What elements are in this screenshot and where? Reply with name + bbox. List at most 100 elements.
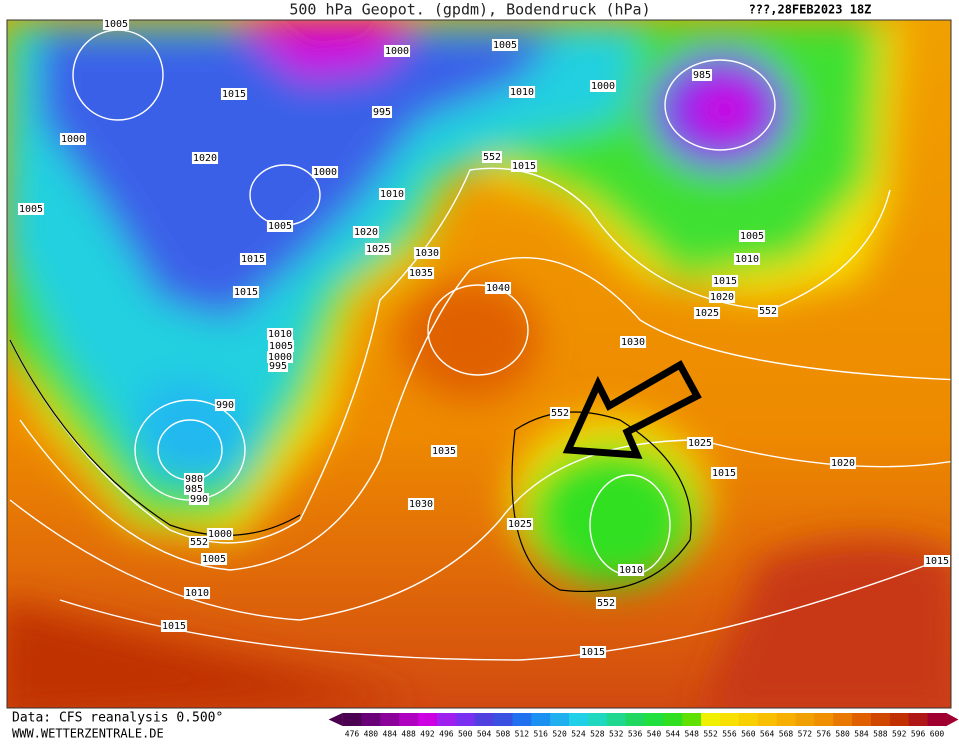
colorbar-label: 488 (401, 730, 416, 739)
contour-552 (511, 411, 692, 593)
colorbar-swatch (361, 713, 381, 726)
contour-labels: 1005101510001020100510151015100510009951… (17, 18, 951, 658)
contour-label: 1020 (710, 292, 734, 303)
contour-label-bg (267, 340, 295, 352)
contour-label-bg (579, 646, 607, 658)
contour-label: 1000 (591, 81, 615, 92)
contour-label: 1010 (619, 565, 643, 576)
contour-label: 1015 (512, 161, 536, 172)
contour-label-bg (430, 445, 458, 457)
colorbar-label: 528 (590, 730, 605, 739)
colorbar-label: 484 (383, 730, 398, 739)
contour-label-bg (102, 18, 130, 30)
contour-label: 1000 (268, 352, 292, 363)
colorbar-swatch (531, 713, 551, 726)
contour-label-bg (311, 166, 339, 178)
contour-label-bg (383, 45, 411, 57)
colorbar-swatch (738, 713, 759, 726)
contour-label-bg (691, 69, 713, 81)
colorbar-swatch (682, 713, 702, 726)
site: WWW.WETTERZENTRALE.DE (12, 727, 164, 741)
contour-label-bg (711, 275, 739, 287)
colorbar-label: 504 (477, 730, 492, 739)
contour-label-bg (589, 80, 617, 92)
colorbar-swatch (927, 713, 947, 726)
contour-label-bg (371, 106, 393, 118)
colorbar-label: 560 (741, 730, 756, 739)
contour-label-bg (378, 188, 406, 200)
colorbar-label: 544 (666, 730, 681, 739)
contour-label-bg (506, 518, 534, 530)
colorbar-swatch (342, 713, 362, 726)
colorbar-swatch (455, 713, 476, 726)
colorbar-swatch (380, 713, 400, 726)
contour-label: 1005 (493, 40, 517, 51)
contour-label-bg (267, 360, 289, 372)
contour-label-bg (617, 564, 645, 576)
map-frame (6, 19, 952, 709)
contour-label: 1010 (185, 588, 209, 599)
contour-label: 1015 (581, 647, 605, 658)
colorbar-swatch (625, 713, 645, 726)
contour-label: 1025 (366, 244, 390, 255)
colorbar-label: 532 (609, 730, 624, 739)
colorbar-swatch (569, 713, 589, 726)
colorbar-end (946, 713, 959, 726)
contour-label-bg (710, 467, 738, 479)
contour-label: 1010 (268, 329, 292, 340)
contour-label-bg (183, 473, 205, 485)
colorbar-label: 480 (364, 730, 379, 739)
contour-label-bg (595, 597, 617, 609)
contour-label-bg (17, 203, 45, 215)
contour-label-bg (619, 336, 647, 348)
colorbar-swatch (776, 713, 796, 726)
colorbar-label: 548 (684, 730, 699, 739)
colorbar-swatch (795, 713, 815, 726)
colorbar-label: 556 (722, 730, 737, 739)
contour-label-bg (491, 39, 519, 51)
colorbar-label: 584 (854, 730, 869, 739)
colorbar-label: 516 (533, 730, 548, 739)
contour-label: 1030 (409, 499, 433, 510)
contour-label: 1025 (508, 519, 532, 530)
contour-label-bg (266, 220, 294, 232)
contour-label-bg (188, 536, 210, 548)
colorbar-swatch (663, 713, 683, 726)
contour-label-bg (191, 152, 219, 164)
colorbar-label: 540 (647, 730, 662, 739)
colorbar-label: 496 (439, 730, 454, 739)
contour-label-bg (508, 86, 536, 98)
colorbar-swatch (870, 713, 891, 726)
contour-label-bg (481, 151, 503, 163)
contour-label-bg (708, 291, 736, 303)
contour-label: 1020 (354, 227, 378, 238)
contour-label: 990 (216, 400, 234, 411)
colorbar-swatch (512, 713, 532, 726)
contour-label: 1015 (222, 89, 246, 100)
contour-label-bg (686, 437, 714, 449)
contour-label-bg (364, 243, 392, 255)
contour-label: 1000 (61, 134, 85, 145)
colorbar-label: 536 (628, 730, 643, 739)
contour-label-bg (183, 483, 205, 495)
colorbar-label: 512 (515, 730, 530, 739)
colorbar-swatch (889, 713, 910, 726)
contour-label: 1035 (432, 446, 456, 457)
contour-label: 990 (190, 494, 208, 505)
contour-label-bg (266, 328, 294, 340)
map-field (7, 20, 951, 708)
contour-label-bg (407, 498, 435, 510)
colorbar-swatch (852, 713, 872, 726)
contour-label: 1040 (486, 283, 510, 294)
contour-label: 1005 (269, 341, 293, 352)
contour-label-bg (413, 247, 441, 259)
colorbar-label: 588 (873, 730, 888, 739)
colorbar-swatch (436, 713, 457, 726)
contour-label-bg (757, 305, 779, 317)
contour-label: 1020 (193, 153, 217, 164)
contour-label: 1025 (688, 438, 712, 449)
colorbar-swatch (757, 713, 778, 726)
contour-label-bg (738, 230, 766, 242)
contour-label: 1005 (202, 554, 226, 565)
contour-label-bg (206, 528, 234, 540)
